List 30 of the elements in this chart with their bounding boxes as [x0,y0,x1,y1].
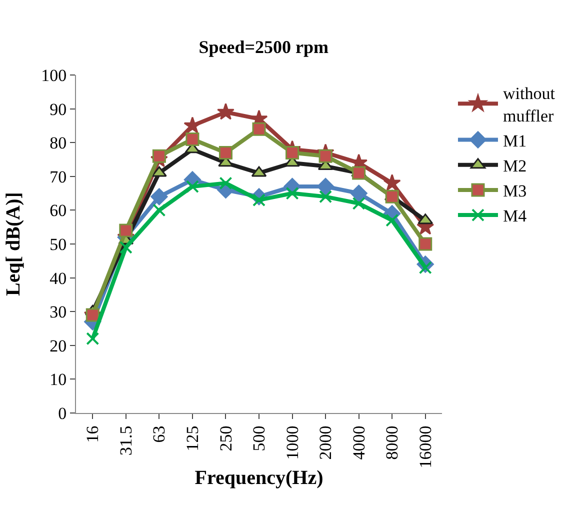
y-tick-label: 90 [50,100,67,119]
y-tick-label: 70 [50,167,67,186]
legend-label: M1 [502,131,527,150]
x-tick-label: 500 [250,426,269,452]
x-axis-title: Frequency(Hz) [194,466,324,489]
y-tick-label: 10 [50,370,67,390]
x-tick-label: 2000 [316,426,336,460]
y-tick-label: 60 [50,201,67,220]
y-tick-label: 0 [58,404,67,423]
chart-title: Speed=2500 rpm [198,37,328,58]
x-tick-label: 250 [216,426,236,452]
x-tick-label: 16 [83,426,102,443]
legend-label: without muffler [502,84,556,126]
x-tick-label: 31.5 [116,426,136,456]
y-tick-label: 100 [41,66,67,85]
legend-label: M3 [502,182,527,201]
x-tick-label: 63 [150,426,169,443]
x-tick-label: 1000 [282,426,302,460]
y-tick-label: 30 [50,302,67,322]
x-tick-label: 16000 [416,426,435,468]
y-axis-title: Leq[ dB(A)] [2,192,25,296]
y-tick-label: 20 [50,336,67,356]
y-tick-label: 40 [50,268,67,288]
y-tick-label: 80 [50,134,67,153]
x-tick-label: 4000 [349,426,368,460]
legend-label: M4 [502,206,528,226]
y-tick-label: 50 [50,234,67,254]
x-tick-label: 125 [182,426,202,452]
x-tick-label: 8000 [382,426,402,460]
legend-label: M2 [502,156,527,176]
